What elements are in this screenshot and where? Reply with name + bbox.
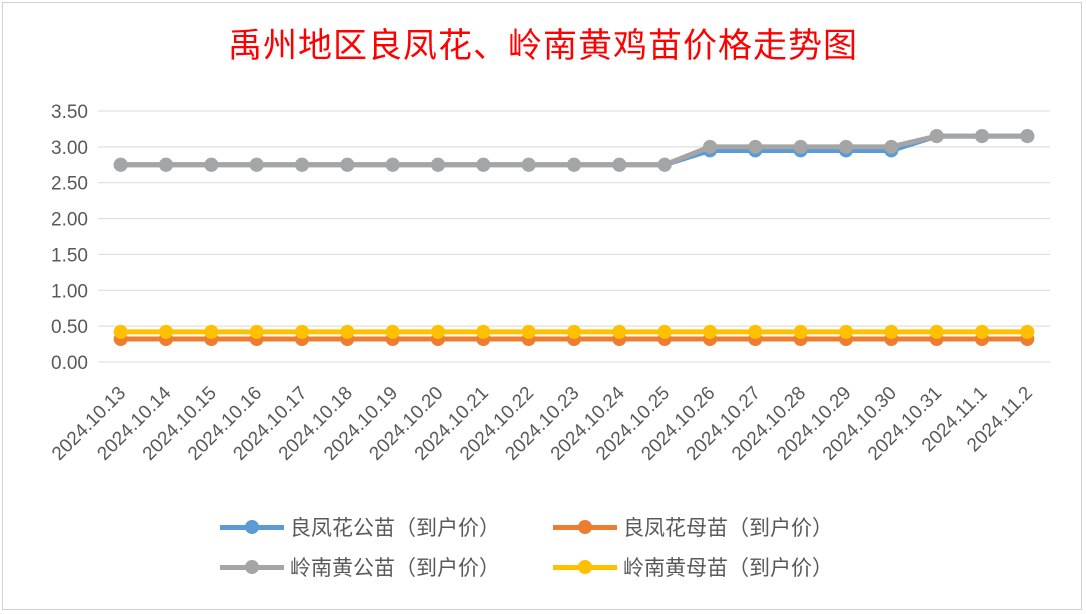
series-3-point-17 [884, 139, 899, 154]
series-3-point-3 [249, 157, 264, 172]
series-3-point-4 [295, 157, 309, 172]
legend-item-4: 岭南黄母苗（到户价） [553, 552, 833, 582]
legend-item-3: 岭南黄公苗（到户价） [220, 552, 500, 582]
series-4-point-17 [884, 324, 899, 339]
y-tick-label-5: 2.50 [51, 174, 88, 195]
legend-swatch-4 [553, 557, 617, 577]
legend-label-4: 岭南黄母苗（到户价） [623, 556, 833, 580]
series-3-point-0 [113, 157, 128, 172]
chart-title: 禹州地区良凤花、岭南黄鸡苗价格走势图 [228, 26, 858, 66]
y-tick-label-6: 3.00 [51, 138, 88, 159]
series-4-point-2 [204, 324, 219, 339]
series-4-point-13 [703, 324, 717, 339]
series-3-point-16 [839, 139, 853, 154]
y-tick-label-2: 1.00 [51, 281, 88, 302]
legend-label-2: 良凤花母苗（到户价） [623, 516, 833, 540]
series-4-point-8 [476, 324, 491, 339]
series-4-point-19 [975, 324, 989, 339]
series-3-point-5 [340, 157, 355, 172]
series-3-point-2 [204, 157, 219, 172]
series-4-point-5 [340, 324, 355, 339]
series-3-point-11 [612, 157, 627, 172]
series-4-point-7 [431, 324, 445, 339]
series-4-point-10 [567, 324, 581, 339]
series-3-point-9 [521, 157, 536, 172]
legend-swatch-2 [553, 517, 617, 537]
y-tick-label-0: 0.00 [51, 353, 88, 374]
series-4-point-18 [929, 324, 944, 339]
series-3-point-19 [975, 129, 989, 144]
series-4-point-4 [295, 324, 309, 339]
series-3-point-15 [793, 139, 808, 154]
y-tick-label-1: 0.50 [51, 317, 88, 338]
legend-item-1: 良凤花公苗（到户价） [220, 512, 500, 542]
series-4-point-6 [385, 324, 400, 339]
legend-label-3: 岭南黄公苗（到户价） [290, 556, 500, 580]
series-4-point-1 [159, 324, 173, 339]
series-3-point-13 [703, 139, 717, 154]
y-tick-label-3: 1.50 [51, 245, 88, 266]
series-3-point-20 [1020, 129, 1035, 144]
series-3-point-14 [748, 139, 763, 154]
series-4-point-16 [839, 324, 853, 339]
series-4-point-3 [249, 324, 264, 339]
y-tick-label-4: 2.00 [51, 210, 88, 231]
y-tick-label-7: 3.50 [51, 102, 88, 123]
series-3-point-12 [657, 157, 672, 172]
series-4-point-9 [521, 324, 536, 339]
series-4-point-20 [1020, 324, 1035, 339]
series-3-point-7 [431, 157, 445, 172]
series-4-point-12 [657, 324, 672, 339]
legend-label-1: 良凤花公苗（到户价） [290, 516, 500, 540]
legend-item-2: 良凤花母苗（到户价） [553, 512, 833, 542]
legend-swatch-1 [220, 517, 284, 537]
series-3-point-6 [385, 157, 400, 172]
series-4-point-15 [793, 324, 808, 339]
series-3-point-18 [929, 129, 944, 144]
series-4-point-0 [113, 324, 128, 339]
series-4-point-11 [612, 324, 627, 339]
series-3-point-8 [476, 157, 491, 172]
series-3-point-1 [159, 157, 173, 172]
series-4-point-14 [748, 324, 763, 339]
series-3-point-10 [567, 157, 581, 172]
legend-swatch-3 [220, 557, 284, 577]
